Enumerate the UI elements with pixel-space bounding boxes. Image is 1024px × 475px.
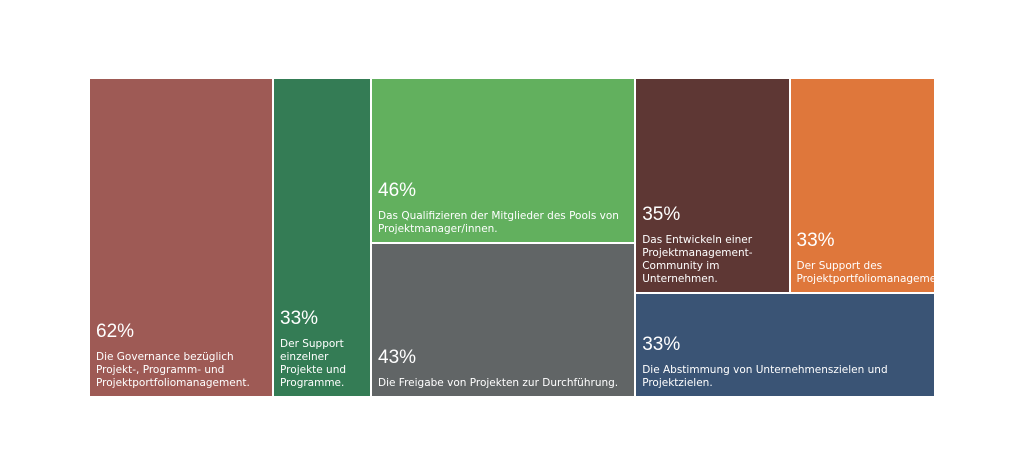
tile-label: Der Support einzelner Projekte und Progr… bbox=[280, 338, 347, 389]
value-label: 35% bbox=[642, 203, 681, 225]
value-label: 33% bbox=[280, 308, 319, 329]
treemap-tile: 33% Der Support des Projektportfoliomanag… bbox=[789, 78, 935, 293]
tile-label: Die Governance bezüglich Projekt-, Progr… bbox=[96, 351, 250, 389]
tile-label: Das Entwickeln einer Projektmanagement-C… bbox=[642, 233, 753, 285]
treemap-tile: 43% Die Freigabe von Projekten zur Durchf… bbox=[371, 242, 636, 397]
value-label: 43% bbox=[378, 346, 417, 368]
treemap-tile: 46% Das Qualifizieren der Mitglieder des … bbox=[371, 78, 636, 243]
tile-label: Die Freigabe von Projekten zur Durchführ… bbox=[378, 376, 619, 389]
tile-label: Der Support des Projektportfoliomanageme… bbox=[796, 259, 935, 285]
value-label: 33% bbox=[642, 333, 681, 355]
tile-label: Die Abstimmung von Unternehmenszielen un… bbox=[642, 363, 888, 389]
treemap-tile: 35% Das Entwickeln einer Projektmanagemen… bbox=[635, 78, 790, 293]
treemap-tile: 33% Der Support einzelner Projekte und Pr… bbox=[273, 78, 371, 397]
treemap-tile: 33% Die Abstimmung von Unternehmenszielen… bbox=[635, 292, 935, 397]
value-label: 33% bbox=[796, 229, 835, 251]
tile-label: Das Qualifizieren der Mitglieder des Poo… bbox=[378, 209, 619, 235]
treemap-tile: 62% Die Governance bezüglich Projekt-, Pr… bbox=[89, 78, 274, 397]
value-label: 46% bbox=[378, 179, 417, 201]
value-label: 62% bbox=[96, 321, 135, 342]
